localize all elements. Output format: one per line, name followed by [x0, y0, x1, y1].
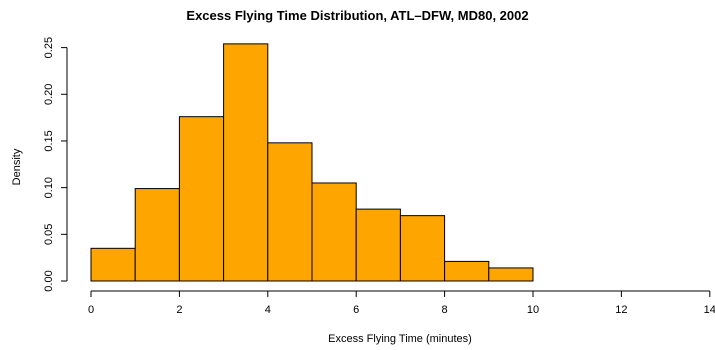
- x-tick-label: 14: [704, 304, 715, 316]
- histogram-bar: [134, 188, 180, 282]
- x-tick-label: 0: [88, 304, 94, 316]
- y-tick-label: 0.00: [43, 270, 55, 291]
- y-tick-label: 0.15: [43, 130, 55, 151]
- x-axis-label: Excess Flying Time (minutes): [328, 333, 472, 345]
- histogram-bar: [311, 182, 357, 282]
- histogram-bar: [355, 208, 401, 282]
- histogram-bar: [267, 142, 313, 282]
- x-tick-label: 4: [265, 304, 271, 316]
- y-tick-label: 0.05: [43, 224, 55, 245]
- chart-title: Excess Flying Time Distribution, ATL–DFW…: [186, 8, 529, 23]
- y-axis-label: Density: [11, 148, 23, 186]
- y-tick-label: 0.25: [43, 37, 55, 58]
- histogram-bar: [178, 116, 225, 282]
- x-tick-label: 8: [442, 304, 448, 316]
- histogram-bar: [223, 43, 269, 282]
- x-tick-label: 10: [527, 304, 539, 316]
- histogram-bar: [90, 247, 136, 282]
- y-tick-label: 0.20: [43, 84, 55, 105]
- y-tick-label: 0.10: [43, 177, 55, 198]
- x-tick-label: 2: [176, 304, 182, 316]
- histogram-bar: [488, 267, 534, 282]
- x-tick-label: 6: [353, 304, 359, 316]
- x-tick-label: 12: [615, 304, 627, 316]
- histogram-bar: [399, 215, 446, 282]
- histogram-bar: [444, 260, 490, 282]
